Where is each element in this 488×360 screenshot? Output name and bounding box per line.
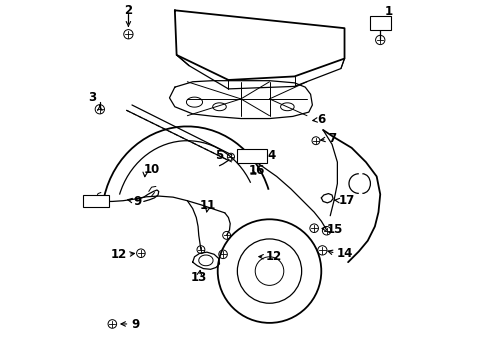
Bar — [83, 195, 108, 207]
Text: 7: 7 — [328, 132, 336, 145]
Text: 1: 1 — [384, 5, 392, 18]
Text: 6: 6 — [317, 113, 325, 126]
Text: 12: 12 — [111, 248, 127, 261]
Text: 16: 16 — [248, 164, 264, 177]
Bar — [369, 17, 390, 30]
Text: 9: 9 — [134, 195, 142, 208]
Text: 17: 17 — [338, 194, 354, 207]
Text: 15: 15 — [326, 223, 343, 236]
Bar — [236, 149, 266, 163]
Text: 3: 3 — [88, 91, 97, 104]
Text: 13: 13 — [190, 271, 206, 284]
Text: 14: 14 — [336, 247, 352, 260]
Text: 9: 9 — [131, 318, 139, 331]
Text: 2: 2 — [124, 4, 132, 17]
Text: 10: 10 — [143, 163, 160, 176]
Text: 11: 11 — [200, 199, 216, 212]
Text: 12: 12 — [264, 250, 281, 263]
Text: 4: 4 — [266, 149, 275, 162]
Text: 5: 5 — [215, 149, 224, 162]
Text: 8: 8 — [84, 194, 92, 208]
